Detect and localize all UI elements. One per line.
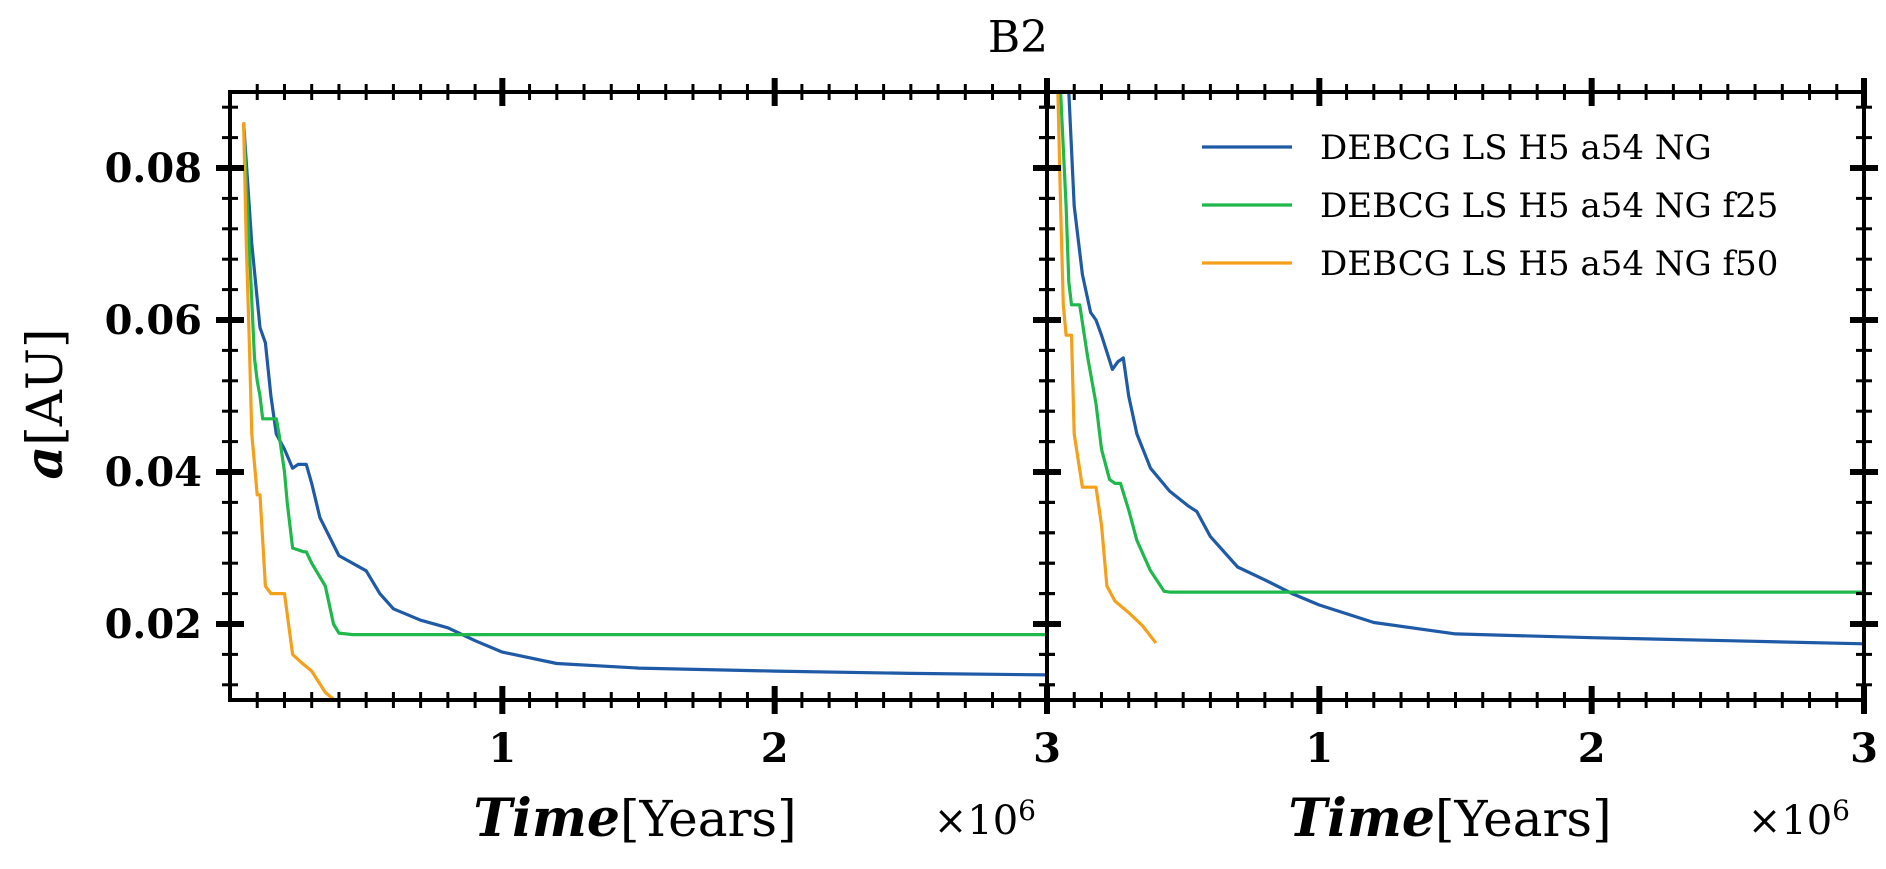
series-line-3 [242, 122, 337, 700]
x-axis-label-left: Time[Years] [473, 788, 796, 849]
x-tick-label: 2 [761, 725, 789, 772]
x-multiplier-left: ×106 [934, 794, 1036, 844]
x-axis-label-right: Time[Years] [1288, 788, 1611, 849]
x-multiplier-right: ×106 [1748, 794, 1850, 844]
y-tick-label: 0.06 [105, 297, 202, 344]
x-multiplier-exp-left: 6 [1018, 794, 1036, 827]
y-axis-unit: [AU] [16, 329, 74, 446]
x-tick-label: 2 [1578, 725, 1606, 772]
x-tick-label: 3 [1850, 725, 1878, 772]
x-tick-label: 1 [488, 725, 516, 772]
panel-1: 1 2 3 0.02 0.04 0.06 0.08 [105, 78, 1061, 772]
series-line-2 [1059, 92, 1864, 594]
series-line-1 [1067, 92, 1864, 646]
y-axis-label: a[AU] [14, 329, 75, 480]
legend: DEBCG LS H5 a54 NG DEBCG LS H5 a54 NG f25… [1202, 128, 1778, 284]
x-multiplier-exp-right: 6 [1832, 794, 1850, 827]
series-line-1 [242, 122, 1047, 677]
panel-frame [1045, 90, 1866, 702]
panels: 1 2 3 0.02 0.04 0.06 0.08 1 2 3 [105, 78, 1878, 772]
x-axis-unit-right: [Years] [1435, 790, 1612, 848]
x-tick-label: 1 [1305, 725, 1333, 772]
y-tick-label: 0.02 [105, 601, 202, 648]
x-multiplier-base-right: ×10 [1748, 798, 1832, 844]
y-tick-label: 0.08 [105, 145, 202, 192]
x-axis-symbol-left: Time [473, 788, 620, 849]
series-line-2 [242, 122, 1047, 637]
legend-label-2: DEBCG LS H5 a54 NG f25 [1320, 186, 1778, 226]
x-axis-symbol-right: Time [1288, 788, 1435, 849]
panel-frame [228, 90, 1049, 702]
x-tick-label: 3 [1033, 725, 1061, 772]
svg-text:a[AU]: a[AU] [14, 329, 75, 480]
x-multiplier-base-left: ×10 [934, 798, 1018, 844]
legend-label-3: DEBCG LS H5 a54 NG f50 [1320, 244, 1778, 284]
panel-2: 1 2 3 [1033, 78, 1878, 772]
chart-title: B2 [988, 12, 1048, 63]
legend-label-1: DEBCG LS H5 a54 NG [1320, 128, 1712, 168]
y-axis-symbol: a [14, 446, 75, 480]
series-line-3 [1056, 92, 1158, 644]
y-tick-label: 0.04 [105, 449, 202, 496]
x-axis-unit-left: [Years] [620, 790, 797, 848]
